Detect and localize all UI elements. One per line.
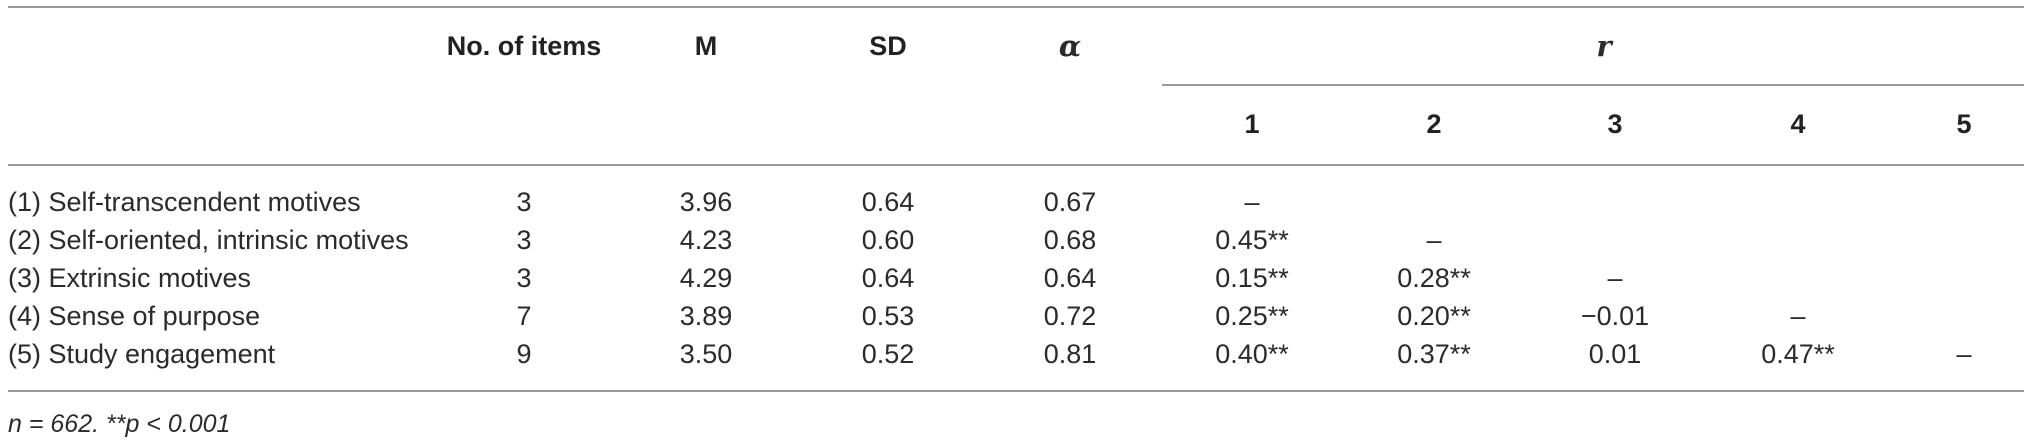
cell-sd: 0.52 [861,339,915,369]
cell-m: 3.96 [679,187,733,217]
cell-r-2: 0.20** [1397,301,1471,331]
cell-r-1: 0.25** [1215,301,1289,331]
table-bottom-rule [8,390,2024,392]
cell-r-2: – [1426,225,1442,255]
r-span-rule [1162,84,2024,86]
header-r-col-2: 2 [1426,109,1442,139]
cell-r-4: – [1790,301,1806,331]
row-label: (2) Self-oriented, intrinsic motives [8,225,409,255]
cell-items: 3 [516,263,532,293]
cell-m: 4.29 [679,263,733,293]
cell-r-5: – [1956,339,1972,369]
cell-r-3: −0.01 [1580,301,1650,331]
cell-r-4: 0.47** [1761,339,1835,369]
cell-r-1: 0.15** [1215,263,1289,293]
header-r-col-4: 4 [1790,109,1806,139]
header-alpha: α [1058,29,1082,63]
cell-items: 3 [516,187,532,217]
header-r-col-5: 5 [1956,109,1972,139]
cell-r-1: 0.40** [1215,339,1289,369]
cell-sd: 0.64 [861,187,915,217]
cell-r-3: 0.01 [1588,339,1642,369]
row-label: (5) Study engagement [8,339,276,369]
cell-alpha: 0.64 [1043,263,1097,293]
cell-r-1: 0.45** [1215,225,1289,255]
cell-alpha: 0.81 [1043,339,1097,369]
row-label: (1) Self-transcendent motives [8,187,361,217]
cell-m: 3.50 [679,339,733,369]
cell-r-1: – [1244,187,1260,217]
row-label: (3) Extrinsic motives [8,263,252,293]
header-sd: SD [869,31,907,61]
cell-r-2: 0.28** [1397,263,1471,293]
cell-alpha: 0.72 [1043,301,1097,331]
cell-items: 9 [516,339,532,369]
header-r-col-3: 3 [1607,109,1623,139]
cell-items: 7 [516,301,532,331]
cell-r-3: – [1607,263,1623,293]
header-mean: M [694,31,718,61]
cell-m: 4.23 [679,225,733,255]
cell-alpha: 0.68 [1043,225,1097,255]
cell-sd: 0.64 [861,263,915,293]
cell-r-2: 0.37** [1397,339,1471,369]
top-rule [8,6,2024,8]
cell-m: 3.89 [679,301,733,331]
header-bottom-rule [8,164,2024,166]
table-footnote: n = 662. **p < 0.001 [8,410,231,438]
row-label: (4) Sense of purpose [8,301,261,331]
header-r-col-1: 1 [1244,109,1260,139]
cell-sd: 0.60 [861,225,915,255]
header-no-of-items: No. of items [446,31,602,61]
cell-sd: 0.53 [861,301,915,331]
header-r: r [1596,29,1612,63]
cell-alpha: 0.67 [1043,187,1097,217]
cell-items: 3 [516,225,532,255]
